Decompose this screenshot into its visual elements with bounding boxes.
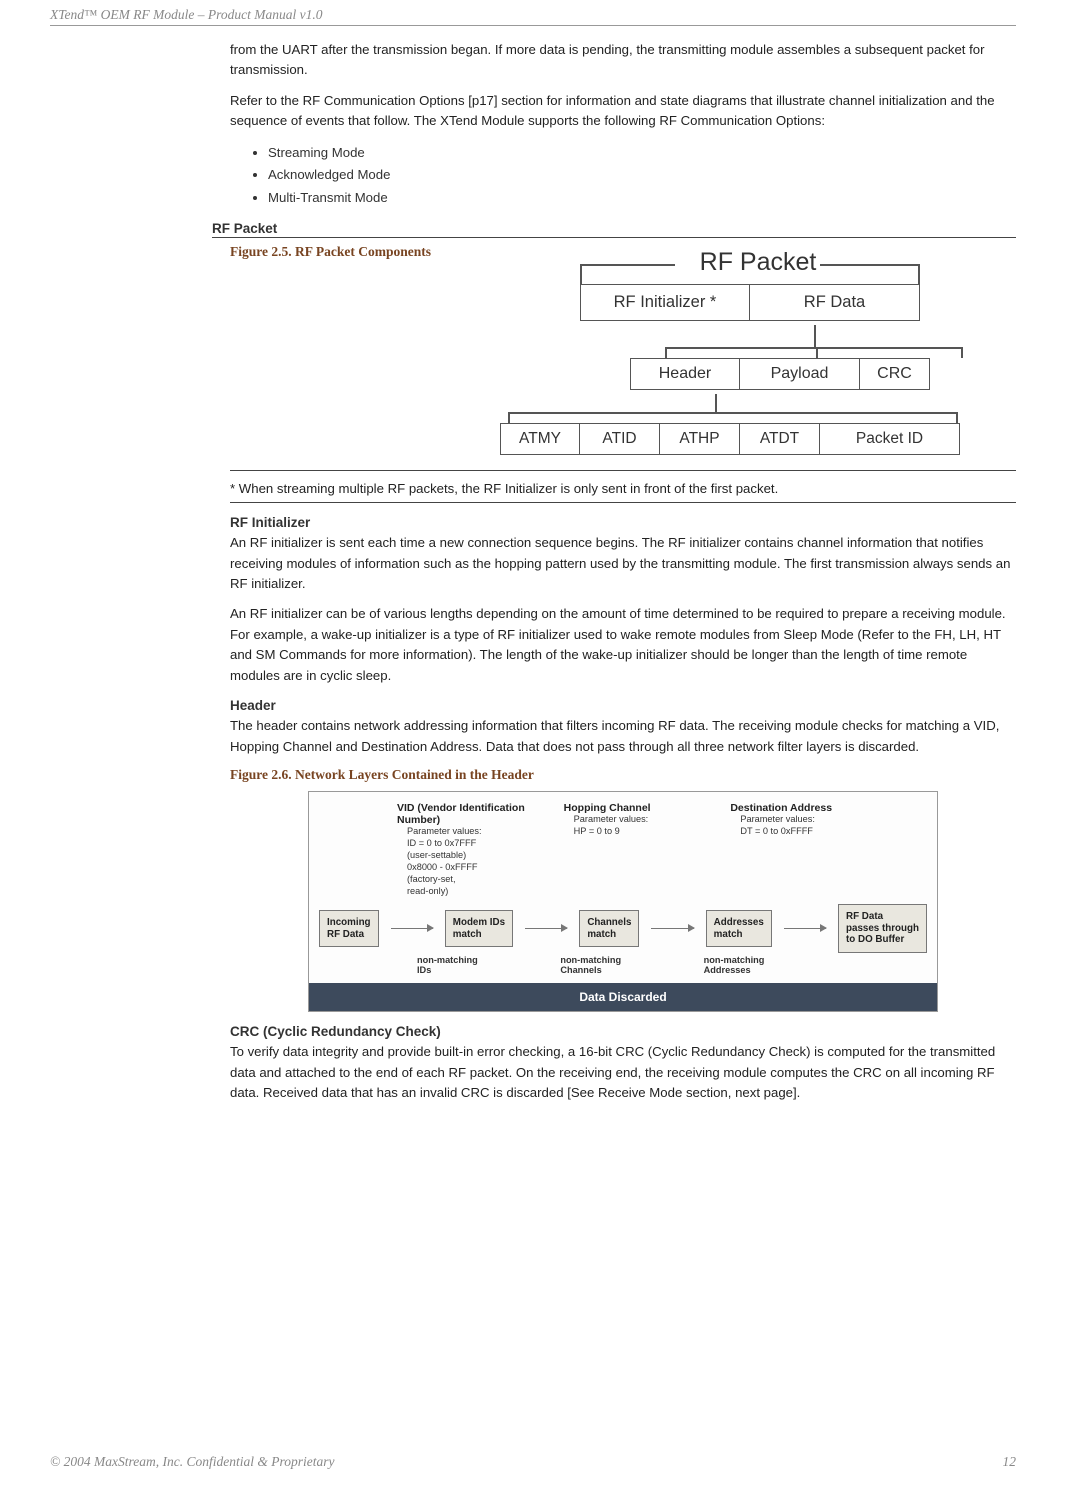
list-item: Streaming Mode <box>268 142 1016 164</box>
list-item: Multi-Transmit Mode <box>268 187 1016 209</box>
crc-para: To verify data integrity and provide bui… <box>230 1042 1016 1103</box>
mode-list: Streaming Mode Acknowledged Mode Multi-T… <box>254 142 1016 209</box>
arrow-icon <box>525 928 567 930</box>
hop-title: Hopping Channel <box>564 802 713 814</box>
atid-cell: ATID <box>580 423 660 455</box>
vid-desc: Parameter values: ID = 0 to 0x7FFF (user… <box>407 826 546 898</box>
atmy-cell: ATMY <box>500 423 580 455</box>
footer-left: © 2004 MaxStream, Inc. Confidential & Pr… <box>50 1454 334 1470</box>
atdt-cell: ATDT <box>740 423 820 455</box>
nm-addresses: non-matching Addresses <box>694 955 819 975</box>
rf-packet-diagram: RF Packet RF Initializer * RF Data Heade… <box>500 244 1016 464</box>
rf-init-para-1: An RF initializer is sent each time a ne… <box>230 533 1016 594</box>
rf-packet-title: RF Packet <box>700 248 817 277</box>
addresses-box: Addresses match <box>706 910 772 948</box>
figure-2-6-caption: Figure 2.6. Network Layers Contained in … <box>230 767 1016 783</box>
athp-cell: ATHP <box>660 423 740 455</box>
rf-initializer-heading: RF Initializer <box>230 515 1016 530</box>
packet-id-cell: Packet ID <box>820 423 960 455</box>
initializer-note: * When streaming multiple RF packets, th… <box>230 481 1016 496</box>
vid-title: VID (Vendor Identification Number) <box>397 802 546 826</box>
crc-cell: CRC <box>860 358 930 390</box>
rf-data-cell: RF Data <box>750 284 920 321</box>
hop-desc: Parameter values: HP = 0 to 9 <box>574 814 713 838</box>
list-item: Acknowledged Mode <box>268 164 1016 186</box>
arrow-icon <box>784 928 826 930</box>
nm-ids: non-matching IDs <box>407 955 532 975</box>
figure-2-5-caption: Figure 2.5. RF Packet Components <box>230 244 490 260</box>
intro-para-2: Refer to the RF Communication Options [p… <box>230 91 1016 132</box>
header-heading: Header <box>230 698 1016 713</box>
incoming-box: Incoming RF Data <box>319 910 379 948</box>
crc-heading: CRC (Cyclic Redundancy Check) <box>230 1024 1016 1039</box>
doc-header: XTend™ OEM RF Module – Product Manual v1… <box>50 7 1016 26</box>
rf-data-passes-box: RF Data passes through to DO Buffer <box>838 904 927 953</box>
rf-init-para-2: An RF initializer can be of various leng… <box>230 604 1016 686</box>
arrow-icon <box>391 928 433 930</box>
rf-initializer-cell: RF Initializer * <box>580 284 750 321</box>
data-discarded-bar: Data Discarded <box>309 983 937 1011</box>
payload-cell: Payload <box>740 358 860 390</box>
intro-para-1: from the UART after the transmission beg… <box>230 40 1016 81</box>
modem-ids-box: Modem IDs match <box>445 910 513 948</box>
network-layers-diagram: VID (Vendor Identification Number) Param… <box>308 791 938 1012</box>
header-cell: Header <box>630 358 740 390</box>
channels-box: Channels match <box>579 910 639 948</box>
arrow-icon <box>651 928 693 930</box>
page-number: 12 <box>1003 1454 1017 1470</box>
section-rf-packet: RF Packet <box>212 221 1016 238</box>
header-para: The header contains network addressing i… <box>230 716 1016 757</box>
dest-title: Destination Address <box>730 802 879 814</box>
dest-desc: Parameter values: DT = 0 to 0xFFFF <box>740 814 879 838</box>
nm-channels: non-matching Channels <box>550 955 675 975</box>
